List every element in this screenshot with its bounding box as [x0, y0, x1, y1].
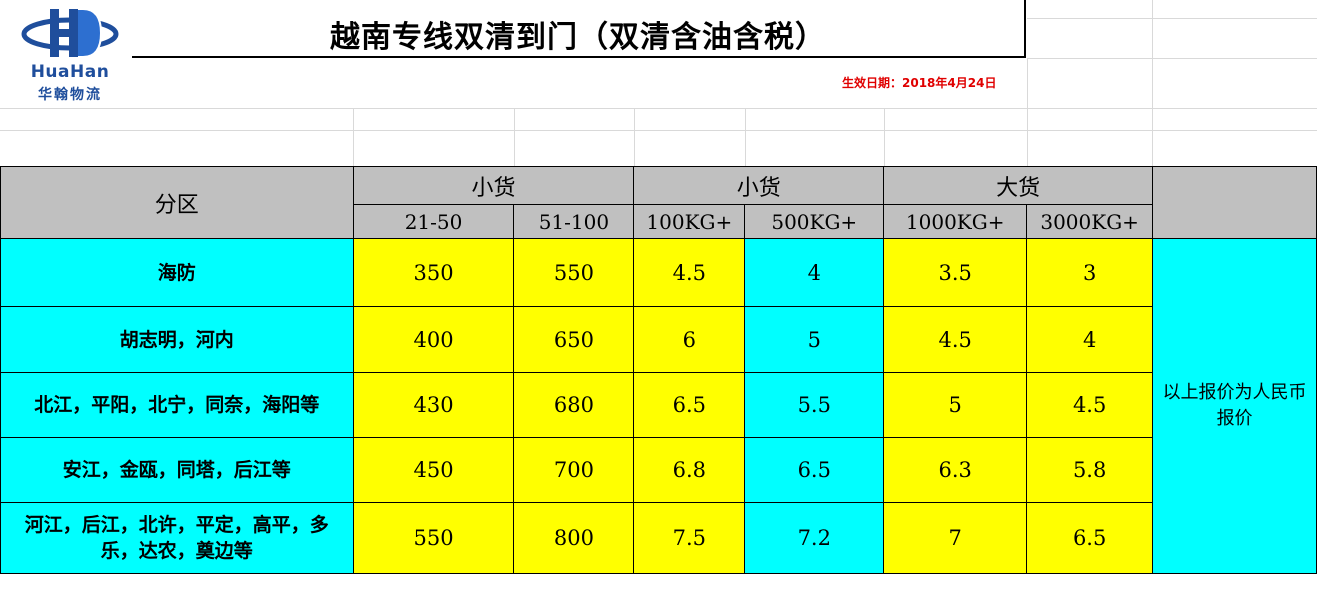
table-row: 河江，后江，北许，平定，高平，多乐，达农，奠边等 550 800 7.5 7.2… [0, 502, 1317, 574]
price-cell[interactable]: 4 [1026, 306, 1154, 373]
price-cell[interactable]: 800 [513, 502, 635, 574]
table-row: 海防 350 550 4.5 4 3.5 3 以上报价为人民币报价 [0, 238, 1317, 574]
gridline [0, 130, 1317, 131]
price-cell[interactable]: 4 [744, 238, 885, 307]
region-cell[interactable]: 河江，后江，北许，平定，高平，多乐，达农，奠边等 [0, 502, 354, 574]
price-cell[interactable]: 4.5 [883, 306, 1028, 373]
price-cell[interactable]: 400 [352, 306, 515, 373]
gridline [745, 108, 746, 166]
gridline [884, 108, 885, 166]
weight-header[interactable]: 500KG+ [744, 204, 885, 239]
rates-table: 分区 小货 小货 大货 21-50 51-100 100KG+ 500KG+ 1… [0, 166, 1317, 574]
price-cell[interactable]: 650 [513, 306, 635, 373]
region-cell[interactable]: 海防 [0, 238, 354, 307]
price-cell[interactable]: 430 [352, 372, 515, 438]
region-header[interactable]: 分区 [0, 166, 354, 239]
table-row: 安江，金瓯，同塔，后江等 450 700 6.8 6.5 6.3 5.8 [0, 437, 1317, 503]
price-cell[interactable]: 7.5 [633, 502, 746, 574]
price-cell[interactable]: 6.8 [633, 437, 746, 503]
gridline [514, 108, 515, 166]
group-header[interactable]: 小货 [352, 166, 635, 205]
price-cell[interactable]: 6.5 [1026, 502, 1154, 574]
price-cell[interactable]: 7.2 [744, 502, 885, 574]
price-cell[interactable]: 5.8 [1026, 437, 1154, 503]
weight-header[interactable]: 1000KG+ [883, 204, 1028, 239]
price-cell[interactable]: 6.3 [883, 437, 1028, 503]
price-cell[interactable]: 680 [513, 372, 635, 438]
page-title: 越南专线双清到门（双清含油含税） [330, 20, 826, 55]
table-row: 北江，平阳，北宁，同奈，海阳等 430 680 6.5 5.5 5 4.5 [0, 372, 1317, 438]
weight-header[interactable]: 21-50 [352, 204, 515, 239]
gridline [634, 108, 635, 166]
price-cell[interactable]: 550 [513, 238, 635, 307]
price-cell[interactable]: 6.5 [633, 372, 746, 438]
gridline [1027, 18, 1317, 19]
gridline [1152, 0, 1153, 166]
hd-logo-icon [21, 8, 119, 58]
price-cell[interactable]: 5 [883, 372, 1028, 438]
price-cell[interactable]: 6.5 [744, 437, 885, 503]
gridline [0, 108, 1317, 109]
price-cell[interactable]: 450 [352, 437, 515, 503]
huahan-logo: HuaHan 华翰物流 [20, 4, 120, 103]
group-header[interactable]: 小货 [633, 166, 885, 205]
weight-header[interactable]: 3000KG+ [1026, 204, 1154, 239]
gridline [1027, 58, 1317, 59]
table-row: 胡志明，河内 400 650 6 5 4.5 4 [0, 306, 1317, 373]
group-header[interactable]: 大货 [883, 166, 1154, 205]
price-cell[interactable]: 4.5 [1026, 372, 1154, 438]
price-cell[interactable]: 5 [744, 306, 885, 373]
weight-header[interactable]: 51-100 [513, 204, 635, 239]
title-box: 越南专线双清到门（双清含油含税） [132, 0, 1026, 58]
gridline [353, 108, 354, 166]
gridline [1027, 58, 1028, 166]
weight-header[interactable]: 100KG+ [633, 204, 746, 239]
price-cell[interactable]: 350 [352, 238, 515, 307]
blank-header-cell[interactable] [1152, 166, 1317, 239]
price-cell[interactable]: 550 [352, 502, 515, 574]
price-cell[interactable]: 3 [1026, 238, 1154, 307]
price-cell[interactable]: 3.5 [883, 238, 1028, 307]
currency-note[interactable]: 以上报价为人民币报价 [1152, 238, 1317, 574]
price-cell[interactable]: 700 [513, 437, 635, 503]
logo-name: HuaHan [30, 62, 110, 82]
price-cell[interactable]: 7 [883, 502, 1028, 574]
region-cell[interactable]: 北江，平阳，北宁，同奈，海阳等 [0, 372, 354, 438]
price-cell[interactable]: 6 [633, 306, 746, 373]
region-cell[interactable]: 安江，金瓯，同塔，后江等 [0, 437, 354, 503]
price-cell[interactable]: 5.5 [744, 372, 885, 438]
price-cell[interactable]: 4.5 [633, 238, 746, 307]
effective-date: 生效日期：2018年4月24日 [842, 76, 997, 90]
logo-chinese-name: 华翰物流 [38, 87, 102, 103]
region-cell[interactable]: 胡志明，河内 [0, 306, 354, 373]
